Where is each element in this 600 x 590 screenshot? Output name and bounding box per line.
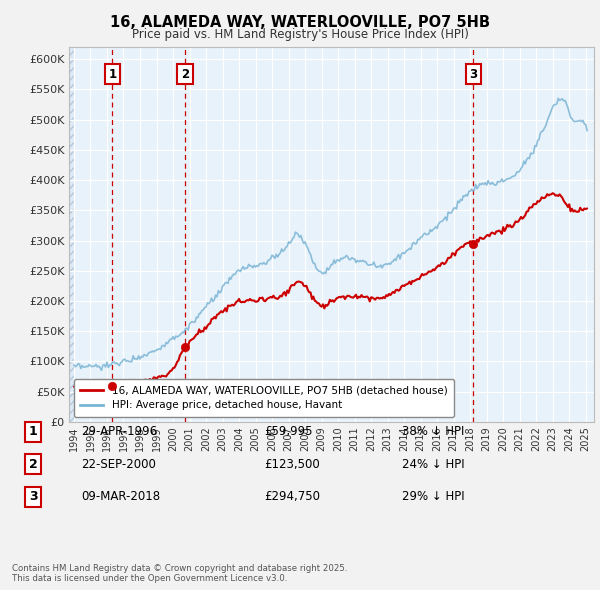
Text: 3: 3: [469, 68, 478, 81]
Text: 29% ↓ HPI: 29% ↓ HPI: [402, 490, 464, 503]
Text: 24% ↓ HPI: 24% ↓ HPI: [402, 458, 464, 471]
Text: £59,995: £59,995: [264, 425, 313, 438]
Text: 3: 3: [29, 490, 37, 503]
Text: Price paid vs. HM Land Registry's House Price Index (HPI): Price paid vs. HM Land Registry's House …: [131, 28, 469, 41]
Bar: [69, 47, 74, 422]
Text: 2: 2: [181, 68, 189, 81]
Text: £294,750: £294,750: [264, 490, 320, 503]
Text: 16, ALAMEDA WAY, WATERLOOVILLE, PO7 5HB: 16, ALAMEDA WAY, WATERLOOVILLE, PO7 5HB: [110, 15, 490, 30]
Legend: 16, ALAMEDA WAY, WATERLOOVILLE, PO7 5HB (detached house), HPI: Average price, de: 16, ALAMEDA WAY, WATERLOOVILLE, PO7 5HB …: [74, 379, 454, 417]
Text: 09-MAR-2018: 09-MAR-2018: [81, 490, 160, 503]
Text: 2: 2: [29, 458, 37, 471]
Text: £123,500: £123,500: [264, 458, 320, 471]
Text: Contains HM Land Registry data © Crown copyright and database right 2025.
This d: Contains HM Land Registry data © Crown c…: [12, 563, 347, 583]
Text: 22-SEP-2000: 22-SEP-2000: [81, 458, 156, 471]
Text: 1: 1: [29, 425, 37, 438]
Text: 1: 1: [109, 68, 116, 81]
Text: 29-APR-1996: 29-APR-1996: [81, 425, 157, 438]
Text: 38% ↓ HPI: 38% ↓ HPI: [402, 425, 464, 438]
